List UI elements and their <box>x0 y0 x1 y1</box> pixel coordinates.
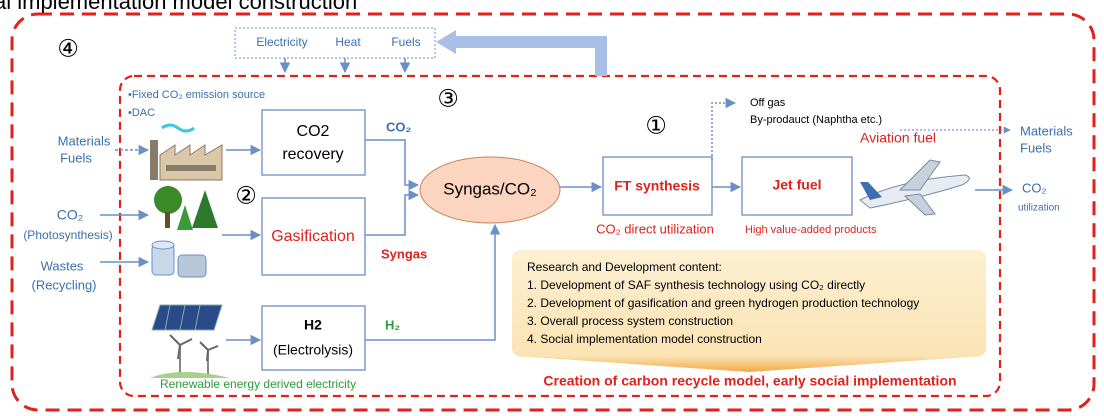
byproduct-label: By-prodauct (Naphtha etc.) <box>750 114 882 126</box>
rd-item: 2. Development of gasification and green… <box>527 296 919 310</box>
renewable-icon <box>150 305 230 378</box>
input-label: Fuels <box>60 150 92 165</box>
rd-item: 1. Development of SAF synthesis technolo… <box>527 278 865 292</box>
output-label: H₂ <box>385 317 400 332</box>
step-marker: ③ <box>437 85 459 112</box>
box-label: Jet fuel <box>772 177 821 193</box>
input-label: (Photosynthesis) <box>23 228 112 242</box>
box-label: Gasification <box>271 228 355 245</box>
input-label: CO₂ <box>57 207 83 223</box>
output-label: Fuels <box>1020 140 1052 155</box>
box-label: CO2 <box>297 123 330 140</box>
output-label: utilization <box>1018 203 1060 214</box>
rd-heading: Research and Development content: <box>527 260 722 274</box>
page-title: al implementation model construction <box>0 0 357 14</box>
box-label: FT synthesis <box>614 178 700 194</box>
syngas-label: Syngas/CO₂ <box>443 179 537 198</box>
feedback-arrowhead <box>436 30 456 54</box>
input-label: Materials <box>58 133 111 148</box>
byproduct-label: Off gas <box>750 97 786 109</box>
note: High value-added products <box>745 224 877 236</box>
input-label: Wastes <box>41 258 84 273</box>
recovery-box <box>262 110 365 175</box>
step-marker: ① <box>645 112 667 139</box>
arrow <box>365 140 418 185</box>
feedback-item: Heat <box>335 35 361 49</box>
note: CO₂ direct utilization <box>596 221 714 236</box>
feedback-item: Fuels <box>391 35 420 49</box>
arrow <box>365 195 418 235</box>
box-label: recovery <box>282 146 343 163</box>
aviation-label: Aviation fuel <box>860 130 936 146</box>
airplane-icon <box>860 160 969 215</box>
output-label: CO₂ <box>386 119 412 134</box>
electrolysis-box <box>262 306 365 370</box>
step-marker: ④ <box>57 35 79 62</box>
trees-icon <box>154 186 218 230</box>
output-label: CO₂ <box>1022 180 1047 195</box>
rd-pointer <box>515 356 983 372</box>
feedback-arrow <box>452 42 601 76</box>
step-marker: ② <box>235 182 257 209</box>
source-label: •Fixed CO₂ emission source <box>128 89 265 101</box>
renewable-label: Renewable energy derived electricity <box>160 377 356 391</box>
output-label: Syngas <box>381 246 427 261</box>
box-label: (Electrolysis) <box>273 342 353 358</box>
rd-item: 4. Social implementation model construct… <box>527 332 762 346</box>
source-label: •DAC <box>128 107 155 119</box>
rd-item: 3. Overall process system construction <box>527 314 733 328</box>
arrow <box>712 103 735 160</box>
input-label: (Recycling) <box>31 277 96 292</box>
diagram: al implementation model construction Ele… <box>0 0 1104 416</box>
box-label: H2 <box>304 317 322 333</box>
factory-icon <box>150 125 222 180</box>
output-label: Materials <box>1020 123 1073 138</box>
feedback-item: Electricity <box>256 35 307 49</box>
conclusion: Creation of carbon recycle model, early … <box>543 373 956 389</box>
waste-icon <box>152 241 206 277</box>
